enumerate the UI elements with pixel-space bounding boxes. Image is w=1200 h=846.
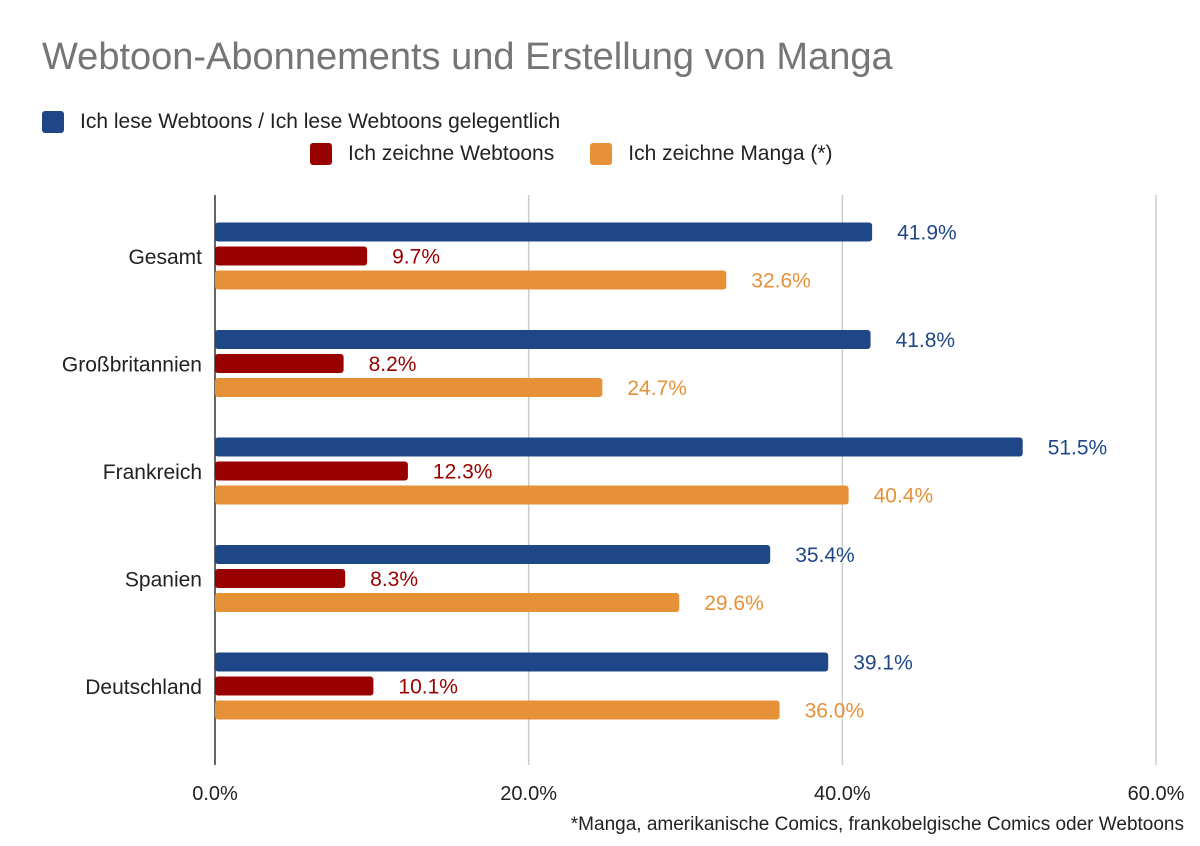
bar-series-2 — [215, 676, 374, 696]
bar-series-1 — [215, 437, 1023, 457]
bar-series-3 — [215, 485, 849, 505]
bar-series-2 — [215, 246, 368, 266]
footnote: *Manga, amerikanische Comics, frankobelg… — [570, 814, 1184, 835]
category-label: Deutschland — [85, 676, 202, 699]
category-label: Spanien — [125, 569, 202, 592]
category-label: Gesamt — [128, 246, 202, 269]
chart-title: Webtoon-Abonnements und Erstellung von M… — [42, 36, 893, 78]
data-label-series-2: 12.3% — [433, 461, 493, 484]
data-label-series-3: 24.7% — [627, 377, 687, 400]
data-label-series-1: 41.8% — [896, 329, 956, 352]
legend-swatch-drawing-webtoons — [310, 143, 332, 165]
data-label-series-1: 51.5% — [1048, 437, 1108, 460]
data-label-series-1: 41.9% — [897, 222, 957, 245]
category-label: Frankreich — [103, 461, 202, 484]
bar-series-2 — [215, 569, 346, 588]
data-label-series-3: 40.4% — [874, 485, 934, 508]
bar-series-3 — [215, 378, 603, 397]
data-label-series-3: 32.6% — [751, 270, 811, 293]
data-label-series-1: 35.4% — [795, 544, 855, 567]
legend-label-reading: Ich lese Webtoons / Ich lese Webtoons ge… — [80, 110, 561, 133]
bar-series-1 — [215, 545, 771, 564]
bar-series-1 — [215, 330, 871, 349]
category-label: Großbritannien — [62, 354, 202, 377]
data-label-series-2: 8.2% — [369, 353, 417, 376]
data-label-series-2: 8.3% — [370, 568, 418, 591]
data-label-series-3: 36.0% — [805, 700, 865, 723]
bar-series-2 — [215, 461, 408, 481]
legend-label-drawing-manga: Ich zeichne Manga (*) — [628, 142, 833, 165]
x-tick-label: 0.0% — [192, 783, 238, 805]
bar-series-3 — [215, 700, 780, 720]
x-tick-label: 20.0% — [500, 783, 557, 805]
legend-label-drawing-webtoons: Ich zeichne Webtoons — [348, 142, 555, 165]
bar-series-1 — [215, 222, 873, 242]
x-tick-label: 60.0% — [1128, 783, 1185, 805]
bar-series-3 — [215, 270, 727, 290]
bar-series-2 — [215, 354, 344, 373]
legend-row-2: Ich zeichne Webtoons Ich zeichne Manga (… — [310, 142, 869, 166]
legend-row-1: Ich lese Webtoons / Ich lese Webtoons ge… — [42, 110, 596, 134]
bar-series-1 — [215, 652, 829, 672]
legend-item-drawing-webtoons[interactable]: Ich zeichne Webtoons — [310, 142, 554, 166]
data-label-series-1: 39.1% — [853, 652, 913, 675]
bar-series-3 — [215, 593, 680, 612]
legend-item-drawing-manga[interactable]: Ich zeichne Manga (*) — [590, 142, 833, 166]
legend-item-reading[interactable]: Ich lese Webtoons / Ich lese Webtoons ge… — [42, 110, 560, 134]
data-label-series-2: 10.1% — [398, 676, 458, 699]
x-tick-label: 40.0% — [814, 783, 871, 805]
legend-swatch-drawing-manga — [590, 143, 613, 165]
legend-swatch-reading — [42, 111, 64, 133]
data-label-series-2: 9.7% — [392, 246, 440, 269]
data-label-series-3: 29.6% — [704, 592, 764, 615]
